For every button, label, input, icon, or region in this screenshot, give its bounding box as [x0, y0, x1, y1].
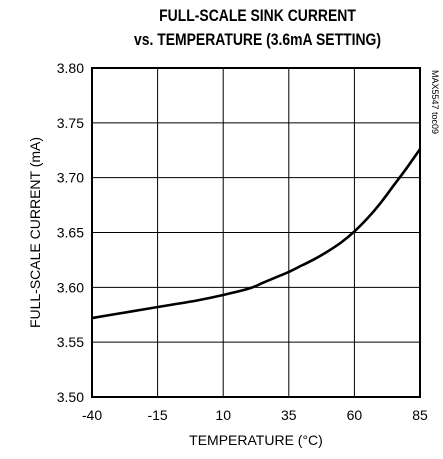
x-tick-label: 35 [281, 407, 297, 423]
plot-frame [91, 67, 421, 398]
x-tick-labels: -40 -15 10 35 60 85 [82, 407, 428, 423]
y-tick-label: 3.65 [57, 225, 84, 241]
y-tick-label: 3.60 [57, 279, 84, 295]
chart-title-line-2: vs. TEMPERATURE (3.6mA SETTING) [133, 30, 382, 49]
y-axis-label: FULL-SCALE CURRENT (mA) [27, 137, 43, 328]
x-tick-label: -15 [147, 407, 167, 423]
x-tick-label: -40 [82, 407, 102, 423]
x-tick-label: 10 [215, 407, 231, 423]
y-tick-label: 3.55 [57, 334, 84, 350]
chart-title-line-1: FULL-SCALE SINK CURRENT [159, 6, 356, 25]
y-tick-label: 3.70 [57, 170, 84, 186]
grid-lines [91, 67, 421, 398]
x-axis-label: TEMPERATURE (°C) [189, 432, 323, 448]
y-tick-label: 3.80 [57, 60, 84, 76]
x-tick-label: 85 [412, 407, 428, 423]
y-tick-label: 3.50 [57, 389, 84, 405]
y-tick-label: 3.75 [57, 115, 84, 131]
x-tick-label: 60 [347, 407, 363, 423]
y-tick-labels: 3.50 3.55 3.60 3.65 3.70 3.75 3.80 [57, 60, 84, 405]
chart-watermark: MAX5547 toc09 [430, 70, 440, 134]
series-line [91, 148, 422, 320]
